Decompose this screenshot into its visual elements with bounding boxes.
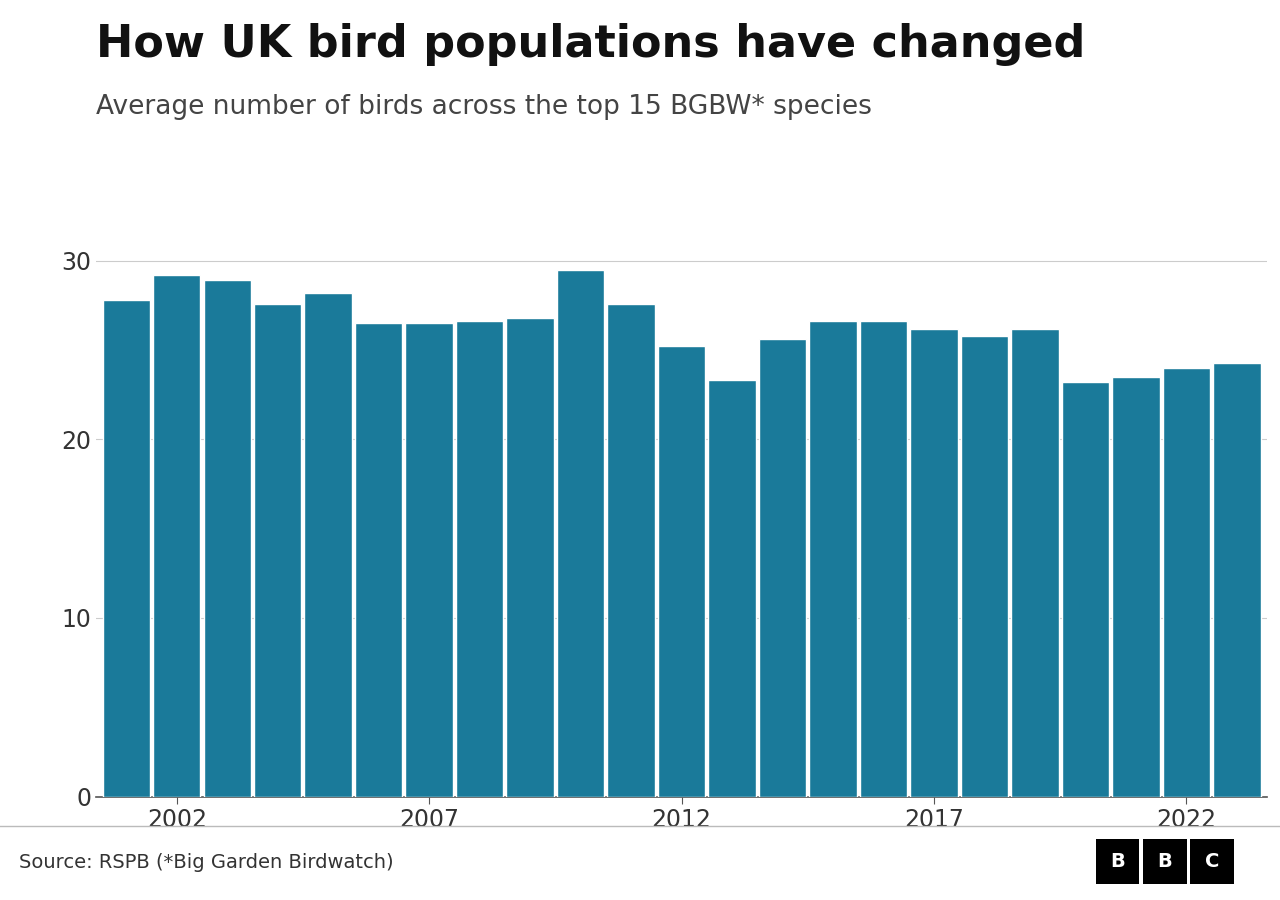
Bar [1061, 382, 1110, 796]
Text: Source: RSPB (*Big Garden Birdwatch): Source: RSPB (*Big Garden Birdwatch) [19, 852, 394, 872]
Bar [456, 321, 503, 796]
Text: How UK bird populations have changed: How UK bird populations have changed [96, 22, 1085, 66]
Text: Average number of birds across the top 15 BGBW* species: Average number of birds across the top 1… [96, 94, 872, 121]
Bar [406, 323, 453, 796]
Bar [658, 346, 705, 796]
Text: C: C [1204, 851, 1220, 871]
Bar [1162, 368, 1210, 796]
Bar [1213, 363, 1261, 796]
Bar [961, 336, 1009, 796]
Bar [557, 270, 604, 796]
Bar [204, 281, 251, 796]
Bar [910, 328, 957, 796]
Bar [507, 318, 554, 796]
Bar [809, 321, 856, 796]
Bar [1112, 377, 1160, 796]
Bar [355, 323, 402, 796]
Bar [708, 381, 755, 796]
Bar [860, 321, 908, 796]
Bar [253, 303, 302, 796]
Bar [1011, 328, 1059, 796]
Text: B: B [1157, 851, 1172, 871]
Bar [305, 292, 352, 796]
Bar [154, 275, 201, 796]
Bar [102, 300, 150, 796]
Bar [759, 339, 806, 796]
Text: B: B [1110, 851, 1125, 871]
Bar [608, 303, 655, 796]
